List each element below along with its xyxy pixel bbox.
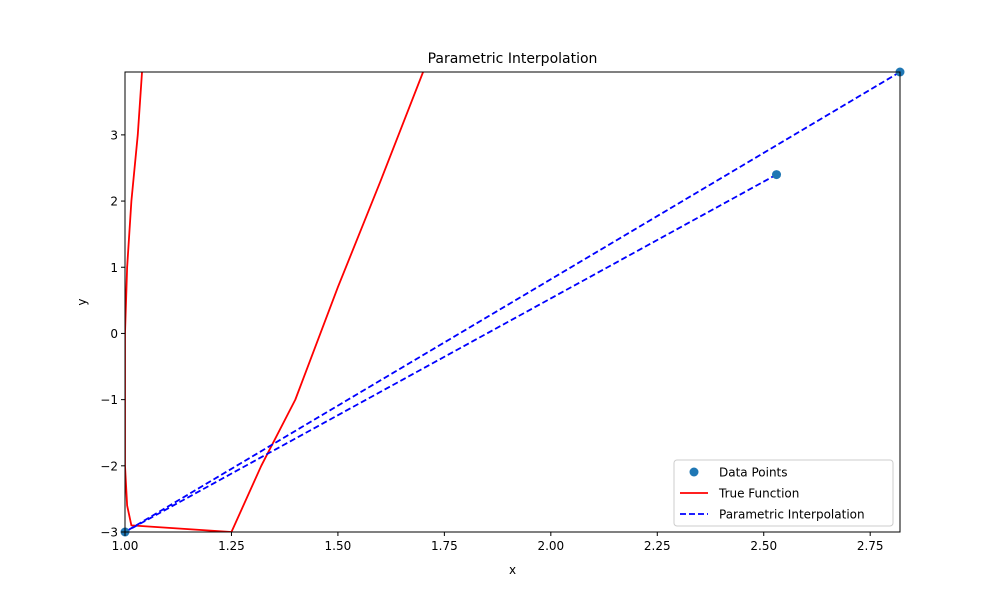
y-axis-ticks: −3 −2 −1 0 1 2 3 xyxy=(100,128,125,540)
y-tick-label: 2 xyxy=(110,195,118,209)
x-tick-label: 2.00 xyxy=(537,539,564,553)
legend-marker-data-points xyxy=(689,467,699,477)
legend-label-true-function: True Function xyxy=(718,487,799,501)
x-tick-label: 1.00 xyxy=(112,539,139,553)
legend-label-parametric-interpolation: Parametric Interpolation xyxy=(719,508,865,522)
series-line-parametric-interpolation xyxy=(125,72,900,532)
x-tick-label: 2.75 xyxy=(857,539,884,553)
y-axis-label: y xyxy=(75,298,89,305)
legend-box xyxy=(673,459,894,527)
x-tick-label: 2.25 xyxy=(644,539,671,553)
y-tick-label: −1 xyxy=(100,393,118,407)
x-tick-label: 1.50 xyxy=(325,539,352,553)
y-tick-label: 1 xyxy=(110,261,118,275)
chart-title: Parametric Interpolation xyxy=(428,51,598,67)
legend-label-data-points: Data Points xyxy=(719,466,788,480)
series-line-true-function xyxy=(125,72,424,532)
series-layer xyxy=(125,72,900,532)
y-tick-label: 0 xyxy=(110,327,118,341)
legend: Data Points True Function Parametric Int… xyxy=(673,459,894,527)
y-tick-label: 3 xyxy=(110,128,118,142)
x-axis-label: x xyxy=(509,563,516,577)
x-tick-label: 1.25 xyxy=(218,539,245,553)
x-axis-ticks: 1.00 1.25 1.50 1.75 2.00 2.25 2.50 2.75 xyxy=(112,532,884,553)
y-tick-label: −3 xyxy=(100,526,118,540)
x-tick-label: 1.75 xyxy=(431,539,458,553)
y-tick-label: −2 xyxy=(100,459,118,473)
x-tick-label: 2.50 xyxy=(750,539,777,553)
plot-frame xyxy=(124,71,901,533)
data-point xyxy=(772,170,782,180)
